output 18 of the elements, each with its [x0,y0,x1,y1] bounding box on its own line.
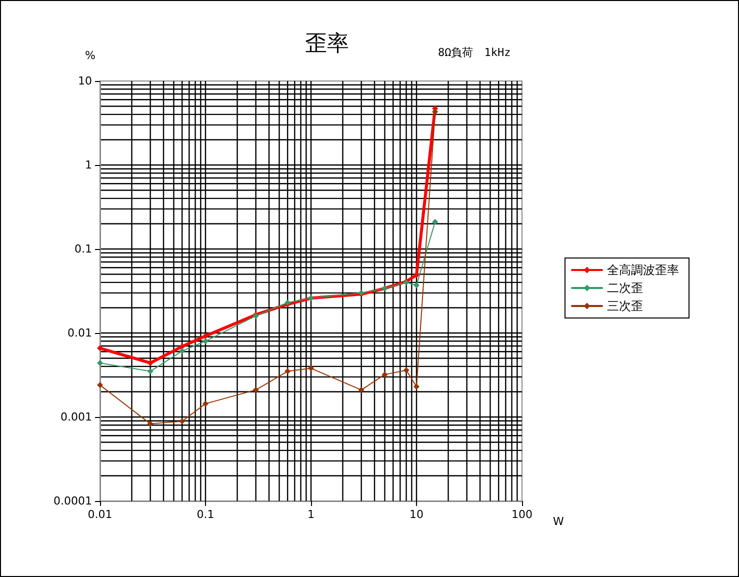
x-tick-label: 1 [308,508,314,521]
y-tick-label: 0.0001 [54,494,92,508]
x-tick-label: 0.1 [196,508,214,521]
y-tick-label: 10 [78,74,92,88]
chart-subtitle: 8Ω負荷 1kHz [438,46,511,59]
x-tick-label: 0.01 [88,508,112,521]
y-tick-label: 0.1 [74,242,92,256]
x-tick-label: 10 [410,508,424,521]
legend-label: 三次歪 [607,299,643,313]
legend-label: 全高調波歪率 [607,263,679,277]
y-tick-label: 1 [85,158,92,172]
y-tick-label: 0.01 [68,326,92,340]
x-tick-label: 100 [512,508,532,521]
x-axis-title: W [553,515,564,528]
y-axis-title: % [85,49,96,62]
chart-title: 歪率 [305,32,349,56]
legend-label: 二次歪 [607,281,643,295]
y-tick-label: 0.001 [60,410,92,424]
